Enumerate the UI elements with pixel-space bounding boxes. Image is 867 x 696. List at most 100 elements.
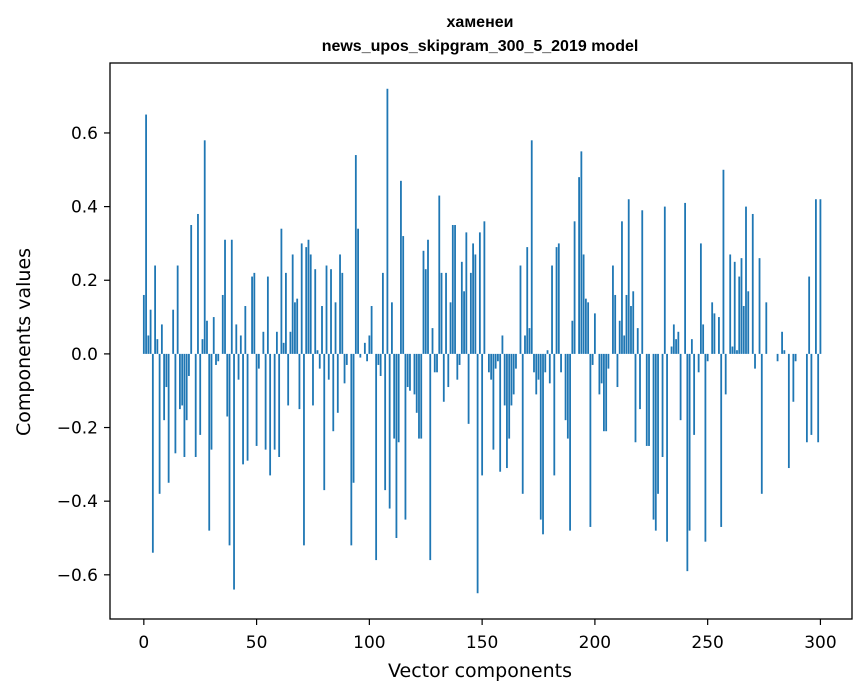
bar-component-30: [210, 353, 213, 450]
bar-component-109: [388, 353, 391, 509]
bar-component-105: [379, 353, 382, 376]
bar-component-8: [160, 324, 163, 354]
bar-component-190: [571, 320, 574, 354]
bar-component-10: [165, 353, 168, 388]
bar-component-179: [546, 350, 549, 354]
bar-component-181: [551, 265, 553, 354]
bar-component-33: [217, 353, 220, 362]
bar-component-39: [230, 239, 233, 354]
bar-component-237: [677, 331, 680, 354]
bar-component-99: [366, 353, 368, 362]
bar-component-65: [289, 331, 292, 354]
bar-component-155: [492, 353, 495, 450]
bar-component-162: [508, 353, 511, 439]
bar-component-288: [792, 353, 795, 402]
bar-component-171: [528, 328, 531, 354]
bar-component-231: [663, 206, 666, 354]
bar-component-56: [269, 353, 272, 476]
bar-component-43: [239, 335, 242, 354]
bar-component-141: [460, 261, 463, 354]
bar-component-160: [503, 353, 506, 406]
bar-component-59: [275, 331, 278, 354]
bar-component-188: [566, 353, 569, 439]
bar-component-209: [614, 294, 617, 354]
bar-component-187: [564, 353, 567, 421]
bar-component-129: [433, 353, 436, 373]
bar-component-66: [291, 254, 294, 354]
bar-component-264: [738, 276, 741, 354]
bar-component-261: [731, 346, 734, 354]
bar-component-42: [237, 353, 240, 380]
bar-component-146: [472, 243, 474, 354]
bar-component-296: [810, 353, 813, 435]
bar-component-111: [393, 353, 396, 439]
bar-component-271: [754, 353, 756, 369]
bar-component-108: [386, 88, 389, 354]
bar-component-68: [296, 298, 299, 354]
bar-component-244: [693, 353, 696, 435]
bar-component-13: [172, 309, 175, 354]
bar-component-93: [352, 353, 355, 483]
bar-component-268: [747, 291, 750, 354]
bar-component-124: [422, 250, 425, 354]
x-axis-label: Vector components: [388, 660, 572, 682]
bar-component-61: [280, 228, 283, 354]
y-tick-label: 0.6: [71, 124, 98, 144]
bar-component-84: [332, 353, 335, 432]
bar-component-79: [321, 306, 323, 354]
bar-component-286: [787, 353, 790, 469]
bar-component-67: [294, 302, 296, 354]
bar-component-123: [420, 353, 423, 439]
bar-component-63: [285, 272, 287, 354]
bar-component-51: [257, 353, 260, 369]
bar-component-31: [212, 317, 215, 354]
bar-component-182: [553, 353, 556, 476]
bar-component-110: [391, 302, 393, 354]
bar-component-41: [235, 324, 238, 354]
bar-component-276: [765, 302, 768, 354]
bar-component-117: [406, 353, 409, 388]
bar-component-246: [697, 353, 700, 373]
bar-component-148: [476, 353, 479, 594]
bar-component-165: [515, 353, 517, 369]
bar-component-55: [266, 276, 269, 354]
bar-component-300: [819, 199, 822, 354]
bar-component-127: [429, 353, 432, 561]
bar-component-226: [652, 353, 655, 520]
bar-component-135: [447, 353, 450, 388]
bar-component-54: [264, 353, 267, 450]
y-axis-ticks: −0.6 −0.4 −0.2 0.0 0.2 0.4 0.6: [57, 124, 110, 586]
bar-component-98: [363, 342, 366, 354]
bar-component-120: [413, 353, 416, 395]
bar-component-71: [303, 353, 305, 546]
bar-component-100: [368, 335, 371, 354]
bar-series: [142, 88, 822, 594]
bar-component-6: [156, 339, 159, 354]
bar-component-273: [758, 258, 761, 354]
bar-component-38: [228, 353, 231, 546]
bar-component-154: [490, 353, 493, 380]
bar-component-220: [639, 353, 641, 410]
bar-component-27: [203, 140, 206, 354]
bar-component-130: [436, 353, 438, 373]
bar-component-241: [686, 353, 689, 572]
bar-component-21: [190, 225, 193, 354]
bar-component-163: [510, 353, 513, 406]
bar-component-73: [307, 239, 310, 354]
bar-component-85: [334, 302, 337, 354]
bar-component-240: [684, 202, 686, 354]
bar-component-89: [343, 353, 346, 384]
bar-component-20: [188, 353, 190, 376]
bar-component-46: [246, 353, 249, 461]
bar-component-3: [149, 309, 152, 354]
bar-component-299: [817, 353, 820, 443]
bar-component-35: [221, 294, 224, 354]
bar-component-221: [641, 210, 644, 354]
bar-component-253: [713, 313, 716, 354]
bar-component-224: [648, 353, 650, 446]
bar-component-107: [384, 353, 387, 491]
bar-component-106: [381, 272, 384, 354]
bar-component-195: [582, 254, 585, 354]
bar-component-50: [255, 353, 258, 446]
